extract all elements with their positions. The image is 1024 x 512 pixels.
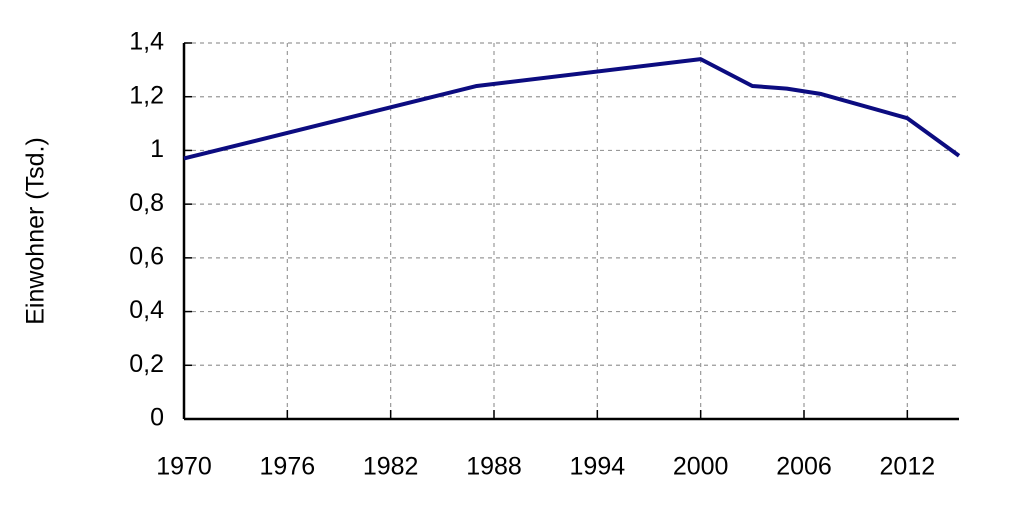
x-tick-label: 1994 xyxy=(570,453,626,481)
y-tick-label: 1 xyxy=(150,135,164,163)
y-tick-label: 0,8 xyxy=(129,189,164,217)
y-tick-label: 0,6 xyxy=(129,242,164,270)
y-tick-label: 0 xyxy=(150,404,164,432)
y-tick-label: 1,4 xyxy=(129,28,164,56)
x-tick-label: 2006 xyxy=(776,453,832,481)
y-tick-label: 1,2 xyxy=(129,81,164,109)
y-axis-label: Einwohner (Tsd.) xyxy=(22,137,50,325)
y-tick-label: 0,4 xyxy=(129,296,164,324)
x-tick-label: 1982 xyxy=(363,453,419,481)
x-tick-label: 2012 xyxy=(880,453,936,481)
x-tick-label: 1970 xyxy=(156,453,212,481)
y-tick-label: 0,2 xyxy=(129,350,164,378)
x-tick-label: 1976 xyxy=(260,453,316,481)
x-tick-label: 2000 xyxy=(673,453,729,481)
x-tick-label: 1988 xyxy=(466,453,522,481)
data-line xyxy=(183,57,961,161)
